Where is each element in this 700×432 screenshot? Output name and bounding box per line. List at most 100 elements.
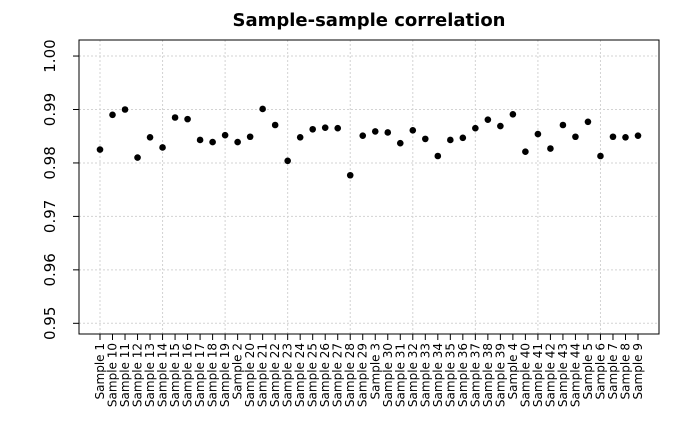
x-tick-label: Sample 32	[406, 343, 420, 407]
x-tick-label: Sample 13	[143, 343, 157, 407]
data-point	[284, 157, 291, 165]
x-tick-label: Sample 11	[118, 343, 132, 407]
y-tick-label: 0.96	[41, 253, 59, 286]
data-point	[221, 131, 229, 139]
data-point	[634, 132, 642, 139]
data-point	[472, 124, 479, 132]
x-tick-label: Sample 2	[231, 343, 245, 399]
x-tick-label: Sample 9	[631, 343, 645, 399]
x-tick-label: Sample 7	[606, 343, 620, 399]
x-tick-label: Sample 40	[518, 343, 532, 407]
data-point	[159, 144, 166, 151]
x-tick-label: Sample 16	[181, 343, 195, 407]
data-point	[134, 154, 141, 161]
grid	[79, 40, 659, 334]
data-point	[609, 133, 617, 141]
x-tick-label: Sample 28	[343, 343, 357, 407]
data-point	[547, 145, 554, 152]
data-point	[96, 146, 104, 153]
x-tick-label: Sample 43	[556, 343, 570, 407]
x-tick-label: Sample 3	[368, 343, 382, 399]
data-point	[259, 105, 266, 113]
data-point	[234, 138, 241, 146]
x-tick-label: Sample 19	[218, 343, 232, 407]
data-point	[371, 128, 379, 135]
data-point	[622, 133, 629, 141]
x-tick-label: Sample 18	[206, 343, 220, 407]
data-point	[296, 133, 304, 141]
x-tick-label: Sample 10	[106, 343, 120, 407]
x-tick-label: Sample 36	[456, 343, 470, 407]
y-axis: 0.95 0.96 0.97 0.98 0.99 1.00	[41, 39, 79, 340]
y-tick-label: 0.99	[41, 93, 59, 126]
x-tick-label: Sample 42	[543, 343, 557, 407]
x-tick-label: Sample 38	[481, 343, 495, 407]
x-tick-label: Sample 8	[618, 343, 632, 399]
data-point	[309, 125, 316, 133]
data-point	[334, 124, 342, 132]
data-point	[121, 106, 129, 113]
data-point	[146, 133, 154, 141]
x-tick-label: Sample 25	[306, 343, 320, 407]
data-point	[346, 171, 354, 179]
x-tick-label: Sample 26	[318, 343, 332, 407]
x-tick-label: Sample 27	[331, 343, 345, 407]
x-tick-label: Sample 29	[356, 343, 370, 407]
data-point	[459, 134, 467, 142]
data-point	[584, 118, 592, 126]
x-tick-label: Sample 4	[506, 343, 520, 399]
data-point	[209, 138, 216, 146]
x-tick-label: Sample 33	[418, 343, 432, 407]
chart-title: Sample-sample correlation	[232, 10, 505, 31]
data-point	[384, 129, 392, 136]
x-tick-label: Sample 5	[581, 343, 595, 399]
data-point	[109, 111, 116, 119]
x-tick-label: Sample 24	[293, 343, 307, 407]
data-point	[434, 152, 442, 160]
data-points	[96, 105, 642, 179]
data-point	[509, 111, 517, 118]
x-tick-label: Sample 34	[431, 343, 445, 407]
x-tick-label: Sample 44	[568, 343, 582, 407]
data-point	[534, 130, 542, 138]
data-point	[271, 121, 279, 129]
x-tick-label: Sample 1	[93, 343, 107, 399]
data-point	[572, 133, 579, 141]
data-point	[409, 127, 417, 134]
data-point	[497, 122, 504, 130]
data-point	[522, 148, 529, 156]
x-tick-label: Sample 31	[393, 343, 407, 407]
data-point	[359, 132, 367, 139]
data-point	[447, 136, 454, 144]
x-tick-label: Sample 22	[268, 343, 282, 407]
y-tick-label: 1.00	[41, 39, 59, 72]
data-point	[559, 121, 567, 129]
data-point	[321, 124, 329, 131]
x-tick-label: Sample 17	[193, 343, 207, 407]
x-tick-label: Sample 15	[168, 343, 182, 407]
x-tick-label: Sample 41	[531, 343, 545, 407]
data-point	[422, 135, 429, 143]
data-point	[396, 139, 404, 147]
y-tick-label: 0.98	[41, 146, 59, 179]
data-point	[597, 152, 604, 160]
x-tick-label: Sample 37	[468, 343, 482, 407]
x-tick-label: Sample 14	[156, 343, 170, 407]
x-tick-label: Sample 39	[493, 343, 507, 407]
x-tick-label: Sample 20	[243, 343, 257, 407]
x-tick-label: Sample 30	[381, 343, 395, 407]
data-point	[171, 114, 179, 121]
data-point	[184, 115, 191, 123]
data-point	[196, 136, 204, 144]
plot-border	[78, 39, 660, 335]
y-tick-label: 0.95	[41, 307, 59, 340]
x-tick-label: Sample 21	[256, 343, 270, 407]
data-point	[246, 133, 254, 141]
x-tick-label: Sample 23	[281, 343, 295, 407]
x-tick-label: Sample 12	[131, 343, 145, 407]
y-tick-label: 0.97	[41, 200, 59, 233]
x-tick-label: Sample 6	[593, 343, 607, 399]
x-tick-label: Sample 35	[443, 343, 457, 407]
